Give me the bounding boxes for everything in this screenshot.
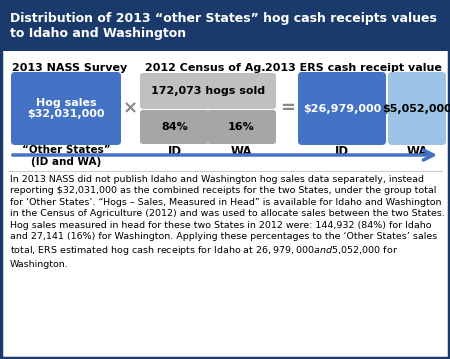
Text: $5,052,000: $5,052,000	[382, 103, 450, 113]
FancyBboxPatch shape	[11, 72, 121, 145]
FancyBboxPatch shape	[207, 110, 276, 144]
Text: “Other States”
(ID and WA): “Other States” (ID and WA)	[22, 145, 110, 167]
Text: WA: WA	[406, 145, 428, 158]
FancyBboxPatch shape	[140, 73, 276, 109]
Text: ×: ×	[122, 99, 138, 117]
Text: In 2013 NASS did not publish Idaho and Washington hog sales data separately, ins: In 2013 NASS did not publish Idaho and W…	[10, 175, 445, 269]
Text: Distribution of 2013 “other States” hog cash receipts values
to Idaho and Washin: Distribution of 2013 “other States” hog …	[10, 12, 437, 40]
FancyBboxPatch shape	[1, 1, 449, 51]
Text: ID: ID	[167, 145, 181, 158]
Text: WA: WA	[231, 145, 252, 158]
Text: 2013 NASS Survey: 2013 NASS Survey	[13, 63, 128, 73]
Text: 16%: 16%	[228, 122, 255, 132]
FancyBboxPatch shape	[140, 110, 209, 144]
Text: Hog sales
$32,031,000: Hog sales $32,031,000	[27, 98, 105, 119]
Text: 2013 ERS cash receipt value: 2013 ERS cash receipt value	[265, 63, 441, 73]
Text: 172,073 hogs sold: 172,073 hogs sold	[151, 86, 265, 96]
Text: 2012 Census of Ag.: 2012 Census of Ag.	[145, 63, 265, 73]
FancyBboxPatch shape	[298, 72, 386, 145]
Text: 84%: 84%	[161, 122, 188, 132]
Text: =: =	[280, 99, 296, 117]
Text: ID: ID	[335, 145, 349, 158]
Text: $26,979,000: $26,979,000	[303, 103, 381, 113]
FancyBboxPatch shape	[388, 72, 446, 145]
